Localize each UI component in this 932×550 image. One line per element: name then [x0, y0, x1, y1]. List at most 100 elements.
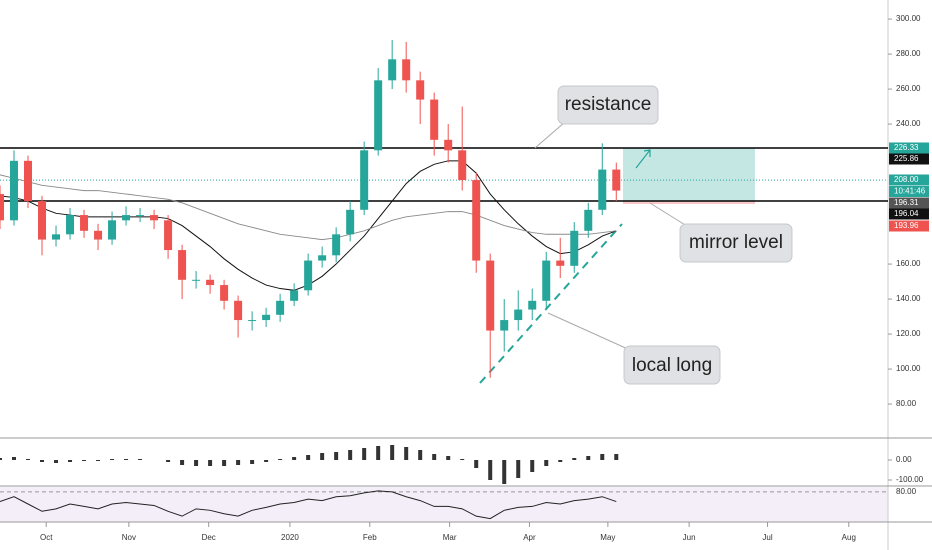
macd-bar — [376, 446, 381, 460]
macd-bar — [54, 460, 59, 463]
candle-body — [150, 215, 159, 221]
macd-bar — [12, 457, 17, 460]
candle-body — [346, 209, 355, 235]
x-tick-label: Apr — [523, 533, 536, 542]
candle-body — [514, 309, 523, 321]
macd-bar — [166, 460, 171, 462]
candle-body — [528, 300, 537, 310]
candle-body — [10, 160, 19, 221]
candle-body — [24, 160, 33, 202]
x-tick-label: May — [600, 533, 615, 542]
macd-bar — [572, 458, 577, 460]
rsi-line — [0, 490, 617, 520]
x-tick-label: Feb — [363, 533, 377, 542]
candle-body — [332, 234, 341, 256]
candle-body — [304, 260, 313, 291]
macd-tick-label: -100.00 — [896, 475, 924, 484]
candle-body — [444, 139, 453, 151]
price-label: 196.04 — [894, 209, 919, 218]
candle-body — [206, 279, 215, 286]
macd-tick-label: 0.00 — [896, 455, 912, 464]
macd-bar — [0, 458, 2, 460]
macd-bar — [600, 454, 605, 460]
candle-body — [556, 260, 565, 266]
macd-bar — [194, 460, 199, 466]
candle-body — [52, 234, 61, 240]
macd-bar — [264, 460, 269, 462]
stop-zone — [623, 200, 755, 204]
price-label-bg — [889, 208, 929, 220]
y-tick-label: 240.00 — [896, 119, 921, 128]
candle-body — [80, 215, 89, 231]
candle-body — [38, 201, 47, 240]
price-label: 226.33 — [894, 143, 919, 152]
target-arrow — [635, 149, 651, 169]
macd-bar — [390, 445, 395, 460]
x-tick-label: Aug — [842, 533, 856, 542]
callout-box — [679, 223, 793, 263]
x-tick-label: Mar — [443, 533, 457, 542]
macd-bar — [110, 459, 115, 460]
macd-bar — [138, 459, 143, 460]
candle-body — [122, 215, 131, 221]
macd-bar — [96, 460, 101, 461]
x-tick-label: 2020 — [281, 533, 299, 542]
macd-bar — [306, 455, 311, 460]
macd-bar — [432, 454, 437, 460]
candle-body — [612, 169, 621, 191]
macd-bar — [68, 460, 73, 462]
macd-bar — [502, 460, 507, 484]
x-tick-label: Dec — [202, 533, 216, 542]
candle-body — [500, 320, 509, 331]
callout-text: resistance — [565, 94, 652, 115]
candle-body — [486, 260, 495, 331]
macd-bar — [558, 460, 563, 462]
x-tick-label: Oct — [40, 533, 53, 542]
candle-body — [248, 320, 257, 322]
y-tick-label: 300.00 — [896, 14, 921, 23]
candle-body — [402, 59, 411, 81]
macd-bar — [250, 460, 255, 464]
y-tick-label: 100.00 — [896, 364, 921, 373]
candle-body — [0, 194, 4, 221]
callout-text: mirror level — [689, 232, 783, 253]
rsi-tick-label: 80.00 — [896, 487, 917, 496]
macd-bar — [40, 460, 45, 462]
target-zone — [623, 147, 755, 201]
macd-bar — [208, 460, 213, 466]
callout-box — [557, 85, 659, 125]
macd-bar — [292, 457, 297, 460]
callout-local-long: local long — [547, 312, 721, 385]
macd-bar — [530, 460, 535, 472]
candle-body — [262, 314, 271, 321]
macd-bar — [180, 460, 185, 465]
candle-body — [598, 169, 607, 210]
candle-body — [458, 150, 467, 181]
candle-body — [66, 215, 75, 235]
candle-body — [318, 255, 327, 261]
macd-bar — [418, 450, 423, 460]
macd-bar — [124, 459, 129, 460]
y-tick-label: 80.00 — [896, 399, 917, 408]
candle-body — [220, 285, 229, 301]
callout-box — [623, 345, 721, 385]
macd-bar — [236, 460, 241, 465]
y-tick-label: 120.00 — [896, 329, 921, 338]
x-tick-label: Jun — [683, 533, 696, 542]
price-label: 196.31 — [894, 198, 919, 207]
price-label-bg — [889, 174, 929, 186]
macd-bar — [460, 459, 465, 460]
callout-pointer — [649, 202, 691, 229]
callout-pointer — [547, 312, 631, 351]
candle-body — [360, 150, 369, 210]
candle-body — [276, 300, 285, 315]
candle-body — [472, 180, 481, 261]
candle-body — [108, 220, 117, 240]
candle-body — [416, 80, 425, 100]
callout-resistance: resistance — [534, 85, 659, 149]
y-tick-label: 280.00 — [896, 49, 921, 58]
candle-body — [570, 230, 579, 266]
candle-body — [192, 279, 201, 281]
